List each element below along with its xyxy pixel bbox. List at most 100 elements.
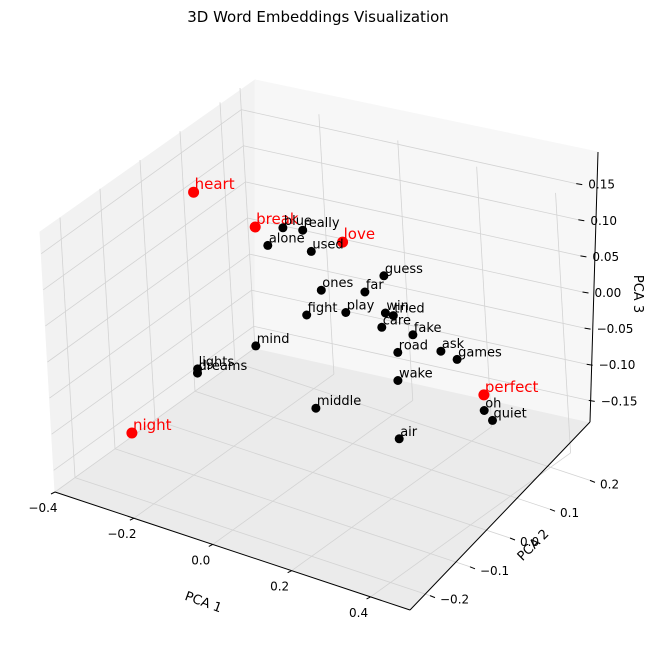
z-grid-left bbox=[53, 326, 254, 471]
z-tick-mark bbox=[582, 291, 589, 294]
y-tick-mark bbox=[469, 566, 476, 570]
point-label-dreams: dreams bbox=[199, 359, 248, 374]
z-grid-back bbox=[251, 289, 587, 365]
axis-lines bbox=[50, 151, 599, 611]
z-grid-back bbox=[253, 325, 589, 401]
x-grid-back bbox=[555, 192, 571, 453]
point-label-guess: guess bbox=[385, 262, 423, 277]
y-tick-label: 0.1 bbox=[560, 506, 579, 520]
z-grid-left bbox=[47, 217, 248, 363]
z-axis-line bbox=[589, 151, 599, 423]
data-point-alone bbox=[263, 240, 273, 250]
z-grid-back bbox=[241, 109, 577, 185]
data-point-really bbox=[298, 225, 308, 235]
x-tick-label: −0.4 bbox=[28, 501, 57, 515]
point-label-fake: fake bbox=[414, 321, 442, 336]
point-label-perfect: perfect bbox=[485, 378, 539, 396]
z-grid-left bbox=[49, 253, 250, 399]
data-point-play bbox=[341, 308, 351, 317]
data-point-mind bbox=[251, 341, 261, 351]
point-label-quiet: quiet bbox=[494, 406, 527, 421]
z-grid-left bbox=[45, 181, 246, 327]
z-grid-back bbox=[245, 181, 581, 257]
z-tick-label: 0.10 bbox=[590, 214, 617, 228]
point-label-night: night bbox=[133, 416, 172, 434]
data-point-care bbox=[377, 322, 387, 332]
y-axis-line bbox=[409, 421, 591, 611]
z-tick-mark bbox=[578, 219, 585, 222]
y-grid-floor bbox=[154, 419, 511, 539]
point-label-games: games bbox=[458, 345, 502, 360]
y-tick-label: 0.0 bbox=[520, 535, 539, 549]
point-label-wake: wake bbox=[399, 367, 433, 382]
x-tick-mark bbox=[50, 491, 56, 495]
chart-title: 3D Word Embeddings Visualization bbox=[187, 8, 449, 26]
data-point-win bbox=[380, 308, 390, 318]
z-tick-label: −0.10 bbox=[599, 358, 636, 372]
y-grid-floor bbox=[194, 390, 551, 510]
data-point-used bbox=[306, 246, 316, 256]
point-label-tried: tried bbox=[394, 302, 424, 317]
z-grid-back bbox=[243, 145, 579, 221]
data-point-air bbox=[394, 434, 404, 444]
point-label-break: break bbox=[256, 210, 299, 228]
data-point-far bbox=[360, 287, 370, 297]
x-tick-mark bbox=[287, 570, 292, 574]
point-label-road: road bbox=[399, 338, 428, 353]
point-label-love: love bbox=[344, 225, 375, 243]
z-tick-label: 0.00 bbox=[595, 286, 622, 300]
data-point-road bbox=[393, 347, 403, 357]
data-point-love bbox=[337, 236, 349, 248]
x-tick-mark bbox=[129, 517, 135, 521]
data-point-ask bbox=[436, 346, 446, 356]
point-label-play: play bbox=[347, 298, 375, 313]
tick-labels: −0.4 −0.2 0.0 0.2 0.4 −0.2 −0.1 0.0 0.1 0.2 −0.15 −… bbox=[28, 178, 637, 620]
z-tick-mark bbox=[580, 255, 587, 258]
x-tick-mark bbox=[366, 596, 371, 600]
x-tick-mark bbox=[208, 543, 214, 547]
y-grid-floor bbox=[74, 477, 431, 596]
point-label-ask: ask bbox=[442, 337, 465, 352]
data-point-night bbox=[126, 427, 138, 439]
point-label-used: used bbox=[312, 237, 343, 252]
data-point-tried bbox=[388, 311, 398, 321]
point-label-care: care bbox=[383, 313, 411, 328]
point-label-blue: blue bbox=[284, 214, 312, 229]
z-tick-label: −0.05 bbox=[597, 322, 634, 336]
y-tick-mark bbox=[589, 479, 596, 483]
y-grid-floor bbox=[234, 362, 591, 481]
data-point-break bbox=[249, 221, 261, 233]
y-tick-label: −0.1 bbox=[480, 564, 509, 578]
z-tick-label: 0.05 bbox=[592, 250, 619, 264]
x-grid-back bbox=[476, 166, 493, 427]
point-label-lights: lights bbox=[199, 355, 235, 370]
data-point-heart bbox=[188, 186, 200, 198]
data-point-perfect bbox=[478, 389, 490, 401]
y-tick-mark bbox=[549, 508, 556, 512]
point-label-alone: alone bbox=[269, 231, 305, 246]
data-point-fake bbox=[408, 330, 418, 340]
y-tick-label: 0.2 bbox=[600, 477, 619, 491]
y-tick-mark bbox=[429, 595, 436, 599]
x-tick-label: 0.4 bbox=[349, 606, 368, 620]
point-label-far: far bbox=[366, 278, 385, 293]
point-label-really: really bbox=[304, 216, 340, 231]
z-axis-label: PCA 3 bbox=[630, 275, 645, 313]
y-grid-floor bbox=[114, 448, 471, 568]
data-point-oh bbox=[479, 406, 489, 415]
z-grid-left bbox=[51, 289, 252, 435]
z-grid-back bbox=[249, 253, 585, 329]
data-point-wake bbox=[393, 376, 403, 385]
x-tick-label: 0.0 bbox=[191, 553, 210, 567]
x-axis-label: PCA 1 bbox=[183, 589, 224, 616]
grid-lines bbox=[41, 87, 591, 598]
data-point-middle bbox=[311, 403, 321, 413]
data-points: heart break love perfect night bluereallyalon… bbox=[126, 175, 539, 444]
data-point-ones bbox=[316, 285, 326, 295]
data-point-guess bbox=[379, 271, 389, 281]
z-tick-label: 0.15 bbox=[588, 178, 615, 192]
y-tick-mark bbox=[509, 537, 516, 541]
point-label-oh: oh bbox=[485, 397, 501, 412]
z-grid-left bbox=[43, 145, 244, 291]
